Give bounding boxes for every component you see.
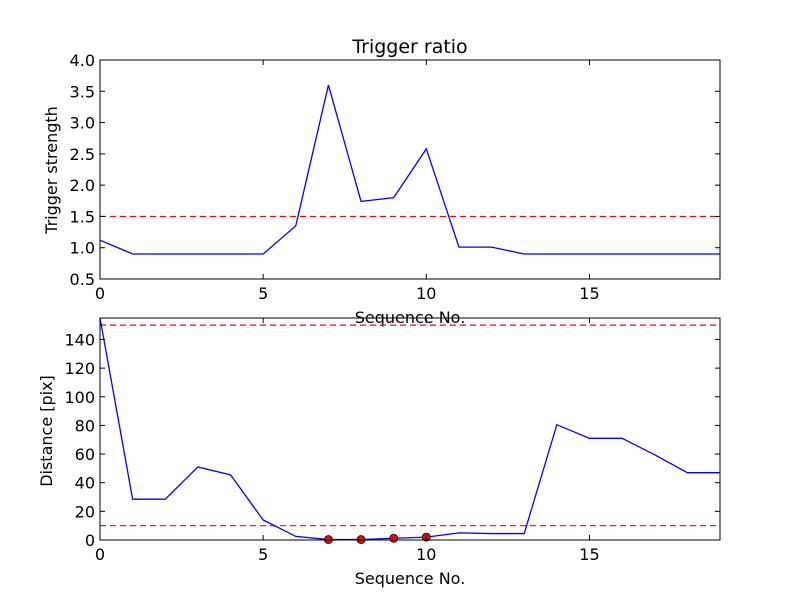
x-tick-label: 15 <box>579 545 599 564</box>
distance-panel: Sequence No. Distance [pix] 0 5 10 15 0 20 40 6… <box>37 317 721 588</box>
y-tick-label: 2.5 <box>70 145 95 164</box>
x-tick-label: 0 <box>95 284 105 303</box>
plot-frame <box>99 317 721 541</box>
x-tick-label: 5 <box>258 284 268 303</box>
x-axis-label: Sequence No. <box>355 569 466 588</box>
y-axis-label: Distance [pix] <box>37 375 56 487</box>
y-tick-label: 60 <box>75 445 95 464</box>
y-tick-label: 0.5 <box>70 270 95 289</box>
y-tick-label: 0 <box>85 531 95 550</box>
trigger-ratio-panel: Trigger ratio Sequence No. Trigger stren… <box>42 36 721 327</box>
x-tick-label: 10 <box>416 545 436 564</box>
x-tick-label: 0 <box>95 545 105 564</box>
x-tick-label: 5 <box>258 545 268 564</box>
y-tick-label: 1.0 <box>70 239 95 258</box>
data-point-marker <box>389 533 399 543</box>
plot-frame <box>99 59 721 280</box>
y-tick-label: 3.0 <box>70 114 95 133</box>
y-tick-label: 140 <box>64 330 95 349</box>
y-tick-label: 40 <box>75 474 95 493</box>
y-tick-label: 20 <box>75 502 95 521</box>
chart-title: Trigger ratio <box>351 36 467 58</box>
y-tick-label: 4.0 <box>70 51 95 70</box>
y-tick-label: 100 <box>64 388 95 407</box>
y-tick-label: 1.5 <box>70 207 95 226</box>
y-axis-label: Trigger strength <box>42 106 61 235</box>
x-tick-label: 15 <box>579 284 599 303</box>
series-line <box>100 84 720 255</box>
x-tick-label: 10 <box>416 284 436 303</box>
y-tick-label: 3.5 <box>70 82 95 101</box>
y-tick-label: 2.0 <box>70 176 95 195</box>
series-line <box>100 318 720 540</box>
y-tick-label: 120 <box>64 359 95 378</box>
y-tick-label: 80 <box>75 416 95 435</box>
